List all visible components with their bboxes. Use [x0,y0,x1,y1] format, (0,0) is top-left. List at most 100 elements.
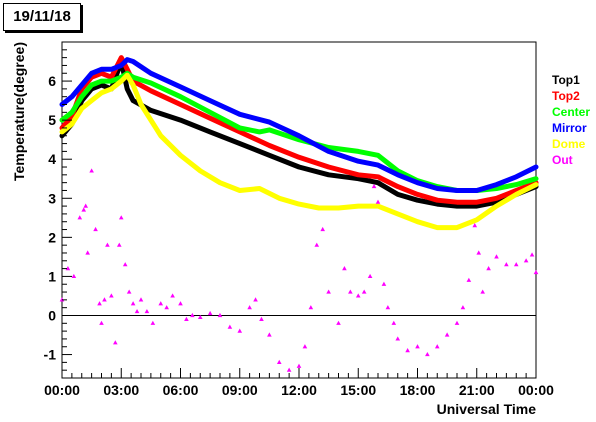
out-point [184,316,189,321]
out-point [434,344,440,349]
out-point [523,258,529,263]
out-point [81,207,87,212]
out-point [533,269,539,275]
out-point [126,289,132,294]
out-point [178,301,183,306]
out-point [190,312,195,318]
out-point [113,340,118,345]
out-point [85,250,90,255]
out-point [130,301,136,306]
out-point [385,305,391,310]
out-point [109,293,114,298]
legend-entry: Center [552,105,590,119]
out-point [286,367,292,372]
out-point [367,273,373,279]
out-point [138,297,144,302]
x-tick-label: 00:00 [44,382,80,398]
out-point [65,266,71,271]
out-point [259,316,264,321]
series-top2 [59,55,539,205]
x-axis-title: Universal Time [437,401,537,417]
out-point [296,363,302,368]
out-point [472,223,478,228]
legend-entry: Dome [552,137,586,151]
out-point [118,215,124,220]
out-point [77,215,83,220]
out-point [444,332,450,337]
legend-entry: Top2 [552,89,580,103]
out-point [302,344,308,349]
out-point [227,324,233,329]
out-point [480,289,485,294]
y-tick-label: 6 [48,73,56,89]
out-point [237,328,243,333]
out-point [348,289,353,294]
series-layer [59,55,539,372]
x-tick-label: 18:00 [400,382,436,398]
legend-entry: Top1 [552,73,580,87]
out-point [170,293,175,298]
out-point [494,254,499,259]
series-mirror [59,57,539,193]
out-point [326,289,331,294]
out-point [529,252,535,257]
x-tick-label: 03:00 [103,382,139,398]
out-point [391,320,397,325]
out-point [375,199,381,204]
out-point [99,320,104,325]
out-point [164,305,169,310]
out-point [486,266,491,271]
series-line [59,59,539,209]
out-point [342,266,347,271]
out-point [217,312,223,318]
series-line [59,72,539,231]
out-point [381,281,387,286]
out-point [276,359,282,364]
out-point [105,242,110,247]
out-point [97,301,102,306]
y-tick-label: 2 [48,229,56,245]
out-point [355,293,361,298]
out-point [158,301,164,306]
y-tick-label: 0 [48,307,56,323]
x-tick-label: 09:00 [222,382,258,398]
series-line [59,57,539,193]
y-tick-label: -1 [44,347,57,363]
y-axis-title: Temperature(degree) [11,42,27,181]
out-point [425,351,430,357]
plot-frame [61,41,537,379]
out-point [150,320,156,325]
out-point [405,348,410,353]
out-point [144,308,150,314]
out-point [466,277,472,282]
y-tick-label: 3 [48,190,56,206]
out-point [247,305,252,310]
out-point [454,320,460,325]
out-point [83,203,88,208]
x-tick-label: 06:00 [163,382,199,398]
out-point [116,242,122,247]
out-point [504,262,509,267]
x-tick-label: 00:00 [518,382,554,398]
out-point [513,262,519,267]
axis-layer: 00:00 03:00 06:00 09:00 12:00 15:00 18:00 21:00… [44,41,554,398]
x-tick-label: 15:00 [340,382,376,398]
chart-title: 19/11/18 [3,3,81,31]
out-point [207,310,213,316]
out-point [361,289,367,294]
out-point [197,314,203,320]
series-top1 [59,59,539,209]
out-point [134,308,140,314]
legend-entry: Out [552,153,573,167]
x-tick-label: 21:00 [459,382,495,398]
x-tick-label: 12:00 [281,382,317,398]
out-point [267,332,272,337]
series-dome [59,72,539,231]
out-point [102,297,107,302]
out-point [71,273,77,279]
out-point [253,297,258,302]
out-point [415,344,420,349]
out-point [93,226,98,232]
legend: Top1 Top2 Center Mirror Dome Out [552,73,590,167]
